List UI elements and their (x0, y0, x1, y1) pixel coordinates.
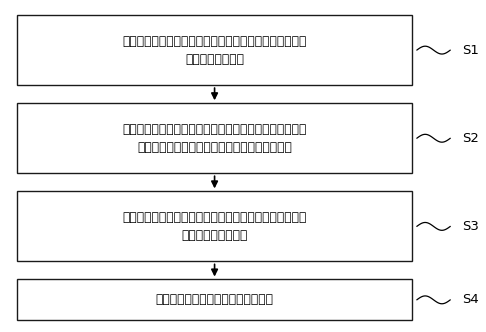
Text: 获取双频段体制与捷变波形结合时每个脉冲的双波段协同: 获取双频段体制与捷变波形结合时每个脉冲的双波段协同 (122, 35, 307, 47)
Text: 处理，得到每个脉冲的双波段捷变脉压输出信号: 处理，得到每个脉冲的双波段捷变脉压输出信号 (137, 141, 292, 154)
Bar (17, 191, 412, 262)
Bar (17, 15, 412, 85)
Bar (17, 103, 412, 173)
Text: 对每个脉冲的所述双波段捷变信号脉压输出信号进行共轭: 对每个脉冲的所述双波段捷变信号脉压输出信号进行共轭 (122, 211, 307, 224)
Text: S2: S2 (462, 132, 479, 145)
Text: S4: S4 (462, 293, 479, 306)
Text: S1: S1 (462, 43, 479, 57)
Text: 对每个脉冲的双波段协同捷变波形基带信号进行脉冲压缩: 对每个脉冲的双波段协同捷变波形基带信号进行脉冲压缩 (122, 123, 307, 136)
Bar (17, 280, 412, 320)
Text: S3: S3 (462, 220, 479, 233)
Text: 相乘，得到融合信号: 相乘，得到融合信号 (181, 229, 248, 242)
Text: 利用所述融合信号计算目标参数信息: 利用所述融合信号计算目标参数信息 (156, 293, 274, 306)
Text: 捷变波形基带信号: 捷变波形基带信号 (185, 52, 244, 66)
